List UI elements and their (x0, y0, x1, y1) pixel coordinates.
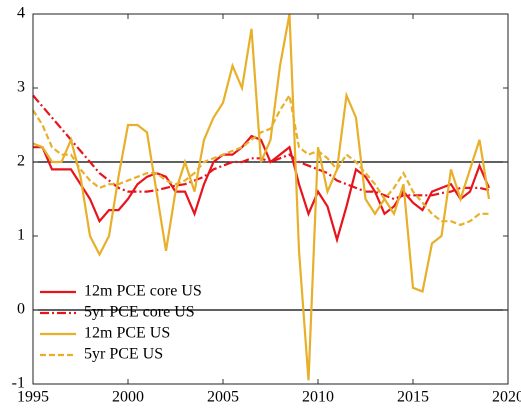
x-tick-label: 2000 (112, 389, 144, 406)
series-line (32, 92, 489, 227)
y-tick-label: 2 (17, 153, 25, 170)
x-tick-label: 1995 (17, 389, 49, 406)
legend-label: 12m PCE core US (84, 283, 202, 300)
x-tick-label: 2005 (207, 389, 239, 406)
series-line (33, 134, 491, 244)
y-tick-label: 4 (17, 5, 25, 22)
x-tick-label: 2010 (302, 389, 334, 406)
x-tick-label: 2020 (492, 389, 521, 406)
legend-label: 5yr PCE US (84, 346, 163, 363)
legend-label: 5yr PCE core US (84, 304, 195, 321)
y-tick-label: 0 (17, 301, 25, 318)
y-tick-label: -1 (12, 375, 25, 392)
y-tick-label: 1 (17, 227, 25, 244)
legend-label: 12m PCE US (84, 325, 170, 342)
plot-frame (32, 13, 509, 385)
x-tick-label: 2015 (397, 389, 429, 406)
y-tick-label: 3 (17, 79, 25, 96)
series-line (32, 13, 491, 381)
